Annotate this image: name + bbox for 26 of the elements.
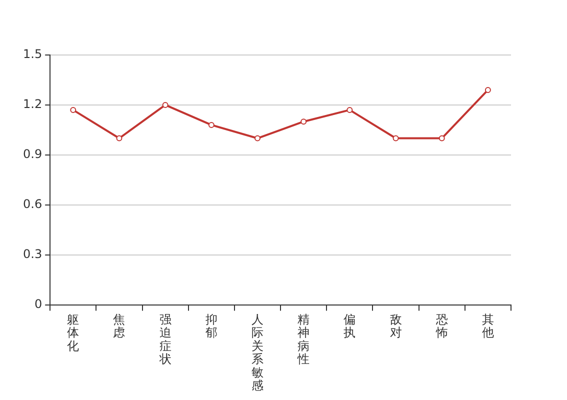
x-tick-label: 偏执 [344, 312, 356, 340]
point [208, 122, 214, 128]
y-tick-label: 0.9 [22, 147, 42, 162]
x-tick-label: 强迫症状 [158, 312, 172, 366]
x-tick-label: 抑郁 [205, 312, 218, 340]
x-tick-label: 其他 [482, 312, 494, 340]
point [484, 86, 491, 93]
x-tick-label: 人际关系敏感 [251, 312, 264, 393]
point [392, 135, 399, 142]
point [346, 106, 353, 113]
point [116, 135, 122, 142]
x-tick-label: 敌对 [390, 312, 402, 340]
point [162, 102, 168, 108]
point [70, 106, 76, 113]
y-tick-label: 0 [34, 296, 42, 311]
x-tick-label: 精神病性 [296, 312, 310, 366]
x-tick-label: 焦虑 [113, 312, 126, 340]
x-tick-label: 恐怖 [434, 312, 448, 340]
y-tick-label: 0.3 [22, 246, 42, 261]
point [300, 118, 307, 125]
y-tick-label: 1.2 [22, 97, 42, 112]
x-tick-label: 躯体化 [67, 312, 80, 353]
point [438, 135, 445, 142]
y-tick-label: 1.5 [22, 47, 42, 62]
point [254, 135, 260, 142]
y-tick-label: 0.6 [22, 197, 42, 212]
